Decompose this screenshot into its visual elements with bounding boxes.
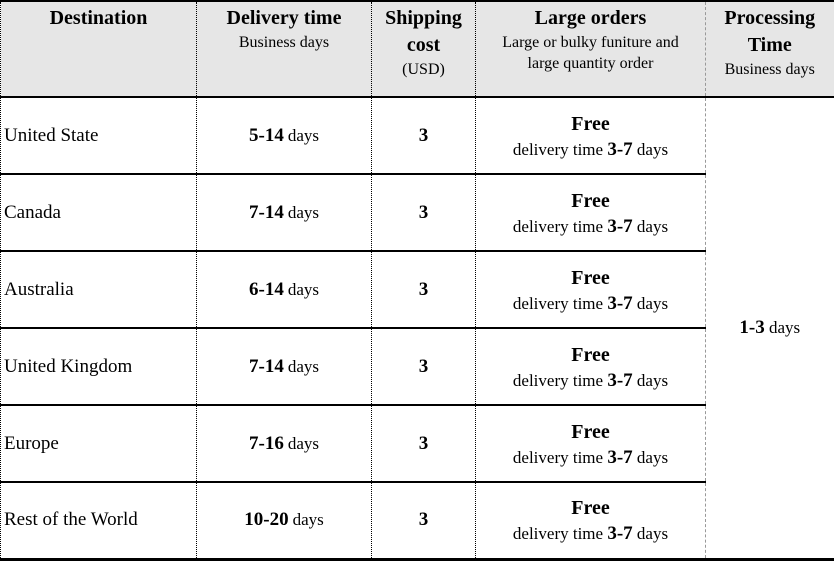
- large-orders-unit: days: [637, 217, 668, 236]
- delivery-unit: days: [288, 434, 319, 453]
- delivery-range: 6-14: [249, 279, 284, 300]
- large-orders-range: 3-7: [607, 370, 632, 391]
- header-processing-line2: Time: [706, 32, 834, 59]
- header-large-orders-title: Large orders: [476, 5, 705, 32]
- destination-cell: Australia: [1, 251, 197, 328]
- large-orders-free: Free: [476, 187, 705, 215]
- header-shipping-cost-line3: (USD): [372, 59, 475, 80]
- shipping-cost-cell: 3: [372, 328, 476, 405]
- large-orders-cell: Free delivery time 3-7 days: [476, 405, 706, 482]
- header-processing-line1: Processing: [706, 5, 834, 32]
- large-orders-range: 3-7: [607, 523, 632, 544]
- table-row: United State 5-14 days 3 Free delivery t…: [1, 97, 834, 174]
- large-orders-free: Free: [476, 418, 705, 446]
- large-orders-prefix: delivery time: [513, 524, 603, 543]
- header-shipping-cost: Shipping cost (USD): [372, 1, 476, 97]
- header-delivery-time-title: Delivery time: [197, 5, 371, 32]
- large-orders-cell: Free delivery time 3-7 days: [476, 251, 706, 328]
- header-destination-title: Destination: [1, 5, 196, 32]
- large-orders-free: Free: [476, 494, 705, 522]
- large-orders-detail: delivery time 3-7 days: [476, 446, 705, 470]
- delivery-unit: days: [288, 126, 319, 145]
- destination-cell: Rest of the World: [1, 482, 197, 559]
- delivery-range: 10-20: [244, 509, 288, 530]
- shipping-cost-cell: 3: [372, 97, 476, 174]
- destination-cell: United Kingdom: [1, 328, 197, 405]
- large-orders-unit: days: [637, 524, 668, 543]
- large-orders-prefix: delivery time: [513, 448, 603, 467]
- destination-cell: Europe: [1, 405, 197, 482]
- delivery-time-cell: 6-14 days: [197, 251, 372, 328]
- header-large-orders-subtitle-2: large quantity order: [476, 53, 705, 74]
- large-orders-detail: delivery time 3-7 days: [476, 369, 705, 393]
- destination-cell: United State: [1, 97, 197, 174]
- delivery-range: 7-14: [249, 202, 284, 223]
- header-large-orders: Large orders Large or bulky funiture and…: [476, 1, 706, 97]
- delivery-unit: days: [293, 510, 324, 529]
- shipping-cost-cell: 3: [372, 174, 476, 251]
- large-orders-unit: days: [637, 140, 668, 159]
- large-orders-range: 3-7: [607, 447, 632, 468]
- large-orders-cell: Free delivery time 3-7 days: [476, 174, 706, 251]
- destination-cell: Canada: [1, 174, 197, 251]
- header-processing-line3: Business days: [706, 59, 834, 80]
- shipping-cost-cell: 3: [372, 482, 476, 559]
- large-orders-cell: Free delivery time 3-7 days: [476, 97, 706, 174]
- large-orders-free: Free: [476, 341, 705, 369]
- delivery-unit: days: [288, 203, 319, 222]
- large-orders-free: Free: [476, 264, 705, 292]
- processing-time-cell: 1-3 days: [706, 97, 834, 559]
- processing-range: 1-3: [739, 317, 764, 338]
- header-delivery-time-subtitle: Business days: [197, 32, 371, 53]
- large-orders-range: 3-7: [607, 293, 632, 314]
- large-orders-detail: delivery time 3-7 days: [476, 292, 705, 316]
- large-orders-cell: Free delivery time 3-7 days: [476, 482, 706, 559]
- processing-unit: days: [769, 318, 800, 337]
- delivery-time-cell: 10-20 days: [197, 482, 372, 559]
- delivery-time-cell: 7-14 days: [197, 328, 372, 405]
- header-shipping-cost-line1: Shipping: [372, 5, 475, 32]
- large-orders-unit: days: [637, 448, 668, 467]
- table-header: Destination Delivery time Business days …: [1, 1, 834, 97]
- large-orders-range: 3-7: [607, 216, 632, 237]
- header-delivery-time: Delivery time Business days: [197, 1, 372, 97]
- header-row: Destination Delivery time Business days …: [1, 1, 834, 97]
- large-orders-range: 3-7: [607, 139, 632, 160]
- large-orders-free: Free: [476, 110, 705, 138]
- delivery-range: 7-14: [249, 356, 284, 377]
- table-body: United State 5-14 days 3 Free delivery t…: [1, 97, 834, 559]
- delivery-time-cell: 5-14 days: [197, 97, 372, 174]
- large-orders-prefix: delivery time: [513, 140, 603, 159]
- large-orders-prefix: delivery time: [513, 294, 603, 313]
- large-orders-unit: days: [637, 294, 668, 313]
- large-orders-unit: days: [637, 371, 668, 390]
- large-orders-detail: delivery time 3-7 days: [476, 138, 705, 162]
- large-orders-detail: delivery time 3-7 days: [476, 215, 705, 239]
- delivery-range: 5-14: [249, 125, 284, 146]
- shipping-cost-cell: 3: [372, 405, 476, 482]
- delivery-time-cell: 7-16 days: [197, 405, 372, 482]
- large-orders-prefix: delivery time: [513, 217, 603, 236]
- large-orders-prefix: delivery time: [513, 371, 603, 390]
- delivery-time-cell: 7-14 days: [197, 174, 372, 251]
- large-orders-detail: delivery time 3-7 days: [476, 522, 705, 546]
- delivery-unit: days: [288, 357, 319, 376]
- delivery-unit: days: [288, 280, 319, 299]
- shipping-cost-cell: 3: [372, 251, 476, 328]
- header-destination: Destination: [1, 1, 197, 97]
- header-large-orders-subtitle-1: Large or bulky funiture and: [476, 32, 705, 53]
- delivery-range: 7-16: [249, 433, 284, 454]
- header-processing-time: Processing Time Business days: [706, 1, 834, 97]
- header-shipping-cost-line2: cost: [372, 32, 475, 59]
- large-orders-cell: Free delivery time 3-7 days: [476, 328, 706, 405]
